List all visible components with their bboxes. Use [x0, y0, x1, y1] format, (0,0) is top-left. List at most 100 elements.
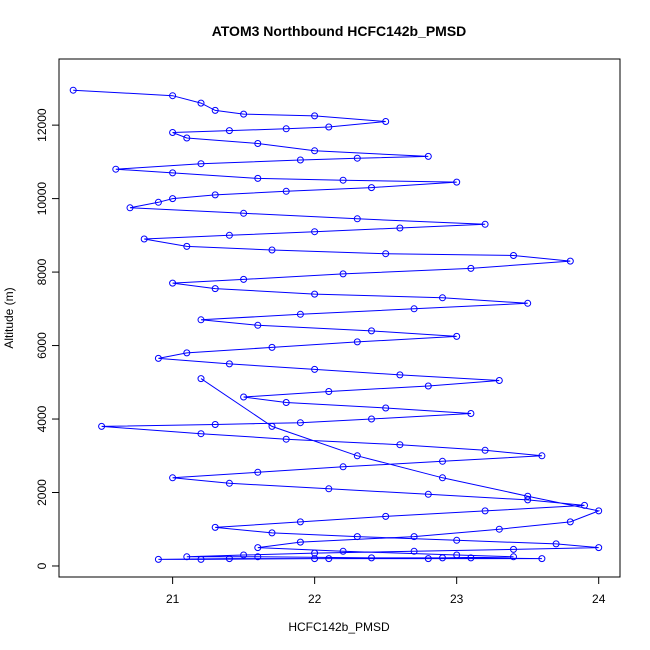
data-point: [382, 512, 390, 520]
data-point: [311, 228, 319, 236]
data-point: [211, 191, 219, 199]
data-point: [510, 553, 517, 561]
x-axis: 21 22 23 24: [166, 576, 606, 606]
data-point: [197, 316, 205, 324]
data-point: [169, 169, 177, 177]
data-point: [98, 422, 106, 430]
data-point: [538, 555, 546, 563]
data-point: [368, 184, 375, 192]
data-point: [410, 305, 418, 313]
data-point: [225, 360, 233, 368]
data-point: [240, 393, 248, 401]
y-tick-label: 12000: [35, 108, 49, 142]
data-point: [495, 377, 503, 384]
data-point: [595, 544, 603, 552]
data-point: [495, 525, 503, 533]
data-point: [453, 551, 461, 559]
y-tick-label: 8000: [35, 258, 49, 285]
data-point: [339, 270, 347, 278]
chart-title: ATOM3 Northbound HCFC142b_PMSD: [212, 23, 467, 39]
data-point: [296, 518, 304, 526]
data-point: [325, 123, 333, 131]
data-point: [69, 86, 77, 94]
data-point: [353, 338, 361, 346]
data-point: [311, 555, 319, 563]
data-point: [311, 365, 319, 373]
data-point: [282, 125, 290, 133]
data-point: [268, 246, 276, 254]
data-point: [453, 178, 461, 186]
data-point: [410, 547, 418, 555]
data-point: [481, 446, 489, 454]
data-point: [282, 399, 290, 406]
data-point: [382, 250, 390, 258]
data-point: [439, 474, 446, 482]
data-point: [382, 404, 390, 412]
data-point: [154, 198, 162, 206]
data-point: [268, 422, 276, 430]
y-tick-label: 4000: [35, 405, 49, 432]
data-point: [325, 485, 333, 493]
data-point: [296, 538, 304, 546]
data-point: [254, 544, 262, 552]
data-point: [353, 452, 361, 460]
x-axis-label: HCFC142b_PMSD: [288, 620, 390, 634]
data-point: [396, 224, 404, 232]
data-point: [538, 452, 546, 460]
data-point: [254, 553, 262, 561]
data-point: [453, 332, 461, 340]
data-point: [339, 176, 347, 184]
data-point: [268, 529, 276, 537]
data-point: [169, 195, 177, 203]
x-tick-label: 23: [450, 592, 464, 606]
x-tick-label: 24: [592, 592, 606, 606]
data-point: [197, 430, 205, 438]
data-point: [510, 545, 517, 553]
data-point: [240, 275, 248, 283]
data-point: [439, 294, 446, 302]
data-point: [552, 540, 560, 548]
data-point: [254, 140, 262, 147]
data-point: [183, 242, 191, 250]
data-point: [353, 215, 361, 223]
data-point: [225, 231, 233, 239]
data-point: [169, 474, 177, 482]
data-point: [396, 371, 404, 379]
data-point: [382, 118, 390, 125]
data-point: [368, 415, 375, 423]
data-point: [140, 235, 148, 243]
data-point: [325, 388, 333, 395]
data-point: [566, 518, 574, 526]
y-tick-label: 0: [35, 562, 49, 569]
data-point: [439, 554, 446, 562]
data-point: [396, 441, 404, 449]
y-tick-label: 6000: [35, 332, 49, 359]
y-tick-label: 2000: [35, 479, 49, 506]
data-point: [325, 555, 333, 563]
data-point: [211, 285, 219, 293]
data-point: [524, 299, 532, 307]
data-point: [339, 547, 347, 555]
data-point: [467, 554, 475, 562]
data-point: [424, 382, 432, 390]
data-point: [225, 127, 233, 135]
data-point: [510, 252, 517, 259]
data-point: [467, 264, 475, 272]
data-point: [595, 507, 603, 515]
data-point: [368, 554, 375, 562]
data-point: [424, 152, 432, 160]
data-point: [339, 463, 347, 471]
data-point: [240, 551, 248, 559]
data-point: [183, 553, 191, 561]
data-point: [311, 147, 319, 155]
data-point: [169, 92, 177, 100]
data-point: [268, 343, 276, 351]
data-point: [183, 349, 191, 357]
data-point: [240, 110, 248, 118]
data-point: [524, 492, 532, 500]
data-point: [225, 555, 233, 563]
data-point: [481, 507, 489, 515]
data-point: [353, 154, 361, 162]
data-point: [453, 536, 461, 544]
